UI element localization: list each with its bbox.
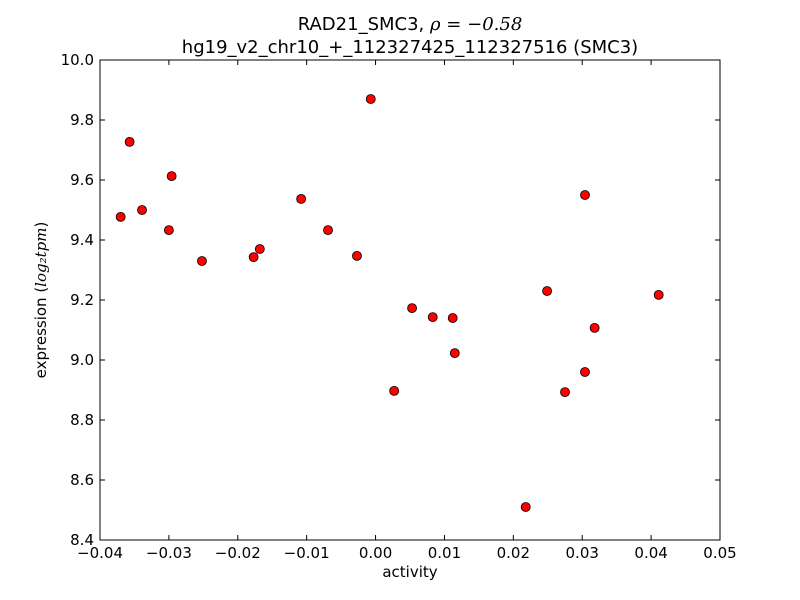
data-point <box>449 348 460 359</box>
data-point <box>124 136 135 147</box>
x-tick-label: 0.02 <box>497 544 530 562</box>
data-point <box>197 256 207 266</box>
chart-title-line2: hg19_v2_chr10_+_112327425_112327516 (SMC… <box>182 37 638 58</box>
x-tick-label: 0.05 <box>703 544 736 562</box>
x-tick-label: 0.03 <box>566 544 599 562</box>
x-tick-label: 0.04 <box>634 544 667 562</box>
y-tick-label: 9.0 <box>70 351 94 369</box>
x-tick-label: −0.02 <box>215 544 261 562</box>
x-tick-label: −0.03 <box>146 544 192 562</box>
data-point <box>163 225 174 236</box>
y-tick-label: 8.6 <box>70 471 94 489</box>
x-tick-label: −0.04 <box>77 544 123 562</box>
data-point <box>115 211 126 222</box>
data-point <box>389 385 400 396</box>
data-point <box>137 205 147 215</box>
x-tick-label: −0.01 <box>284 544 330 562</box>
chart-title-line1: RAD21_SMC3, ρ = −0.58 <box>298 14 523 35</box>
y-tick-label: 9.4 <box>70 231 94 249</box>
data-point <box>365 94 376 104</box>
data-point <box>254 244 265 254</box>
data-point <box>542 286 552 296</box>
y-tick-label: 10.0 <box>61 51 94 69</box>
plot-area <box>99 59 721 541</box>
data-point <box>580 190 590 200</box>
data-point <box>248 252 259 263</box>
x-tick-label: 0.01 <box>428 544 461 562</box>
data-point <box>427 312 438 323</box>
data-point <box>296 193 307 204</box>
y-tick-label: 8.8 <box>70 411 94 429</box>
data-point <box>520 502 531 512</box>
data-point <box>653 289 664 300</box>
data-point <box>589 322 600 333</box>
data-point <box>560 387 570 398</box>
x-tick-label: 0.00 <box>359 544 392 562</box>
y-tick-label: 8.4 <box>70 531 94 549</box>
y-axis-label: expression (log₂tpm) <box>32 222 50 379</box>
data-point <box>407 303 417 314</box>
data-point <box>166 171 177 182</box>
data-point <box>323 225 333 236</box>
data-point <box>447 313 458 323</box>
data-point <box>352 250 362 261</box>
data-point <box>580 367 590 377</box>
x-axis-label: activity <box>382 563 437 581</box>
y-tick-label: 9.6 <box>70 171 94 189</box>
y-tick-label: 9.8 <box>70 111 94 129</box>
y-tick-label: 9.2 <box>70 291 94 309</box>
